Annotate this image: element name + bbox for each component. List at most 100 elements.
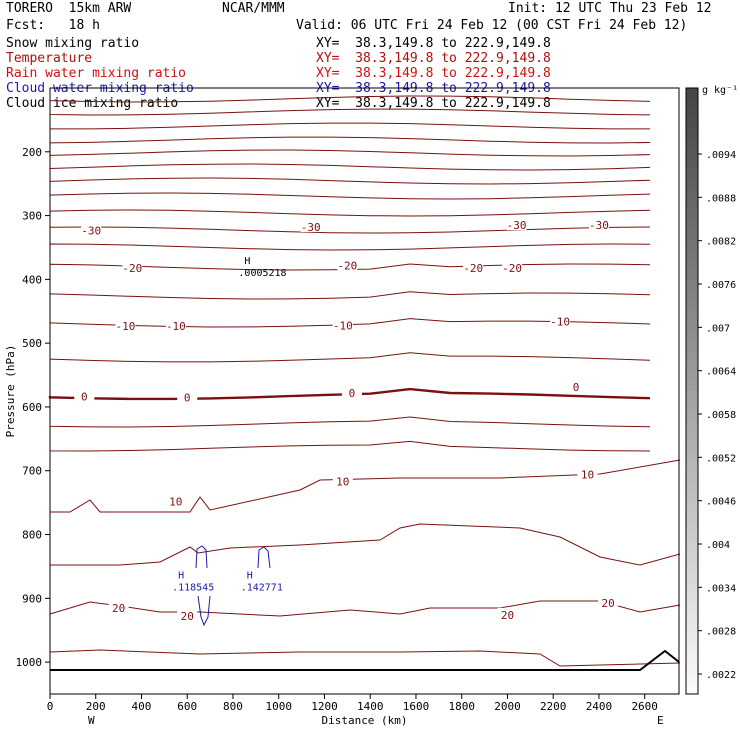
- isotherm-label: 10: [169, 495, 182, 508]
- x-tick-label: 1200: [311, 700, 338, 713]
- y-tick-label: 800: [22, 529, 42, 542]
- isotherm-label-bg: [74, 389, 95, 402]
- valid-time: Valid: 06 UTC Fri 24 Feb 12 (00 CST Fri …: [296, 18, 688, 33]
- isotherm-line: [49, 440, 651, 452]
- cloud-water-contour: [257, 546, 271, 569]
- colorbar-band: [686, 128, 698, 139]
- colorbar-band: [686, 401, 698, 412]
- source-label: NCAR/MMM: [222, 1, 285, 16]
- colorbar-label: .0082: [706, 237, 736, 248]
- isotherm-line: [49, 416, 651, 428]
- max-marker-label: H: [178, 570, 184, 581]
- x-tick-label: 1800: [448, 700, 475, 713]
- isotherm-label-bg: [337, 258, 358, 271]
- isotherm-line: [49, 192, 651, 200]
- colorbar-band: [686, 593, 698, 604]
- colorbar-band: [686, 461, 698, 473]
- colorbar-band: [686, 330, 698, 341]
- isotherm-label-bg: [577, 467, 598, 480]
- colorbar-band: [686, 683, 698, 695]
- isotherm-line: [49, 291, 651, 300]
- isotherm-line: [49, 136, 651, 144]
- colorbar-band: [686, 663, 698, 675]
- colorbar-band: [686, 431, 698, 442]
- colorbar-band: [686, 603, 698, 614]
- isotherm-label-bg: [115, 318, 136, 331]
- colorbar-band: [686, 98, 698, 109]
- isotherm-label: -30: [589, 219, 609, 232]
- init-time: Init: 12 UTC Thu 23 Feb 12: [508, 1, 712, 16]
- isotherm-label-bg: [502, 260, 523, 273]
- colorbar-label: .0064: [706, 367, 736, 378]
- isotherm-line: [49, 263, 651, 271]
- colorbar-band: [686, 532, 698, 543]
- colorbar-band: [686, 380, 698, 392]
- isotherm-line: [49, 600, 681, 617]
- isotherm-label: 0: [184, 391, 191, 404]
- isotherm-label-bg: [598, 595, 619, 608]
- isotherm-label-bg: [177, 390, 198, 403]
- field-name: Temperature: [6, 51, 93, 66]
- colorbar-frame: [685, 87, 699, 695]
- colorbar-band: [686, 613, 698, 624]
- x-tick-label: 600: [177, 700, 197, 713]
- isotherm-label-bg: [165, 318, 186, 331]
- colorbar-band: [686, 562, 698, 574]
- colorbar-label: .0046: [706, 497, 736, 508]
- colorbar-band: [686, 481, 698, 493]
- max-marker-label: H: [244, 256, 250, 267]
- colorbar-band: [686, 320, 698, 331]
- isotherm-label-bg: [588, 218, 609, 231]
- x-tick-label: 2400: [586, 700, 613, 713]
- isotherm-label: 0: [81, 391, 88, 404]
- x-tick-label: 2200: [540, 700, 567, 713]
- colorbar-band: [686, 421, 698, 432]
- y-tick-label: 500: [22, 337, 42, 350]
- colorbar-unit: g kg⁻¹: [702, 85, 738, 96]
- colorbar-band: [686, 118, 698, 129]
- isotherm-line: [49, 352, 651, 363]
- field-section-coords: XY= 38.3,149.8 to 222.9,149.8: [316, 36, 551, 51]
- colorbar-label: .0094: [706, 150, 736, 161]
- isotherm-line: [49, 243, 651, 251]
- colorbar-band: [686, 522, 698, 533]
- isotherm-label: -10: [550, 315, 570, 328]
- isotherm-label: -20: [337, 259, 357, 272]
- isotherm-label: -20: [463, 262, 483, 275]
- colorbar-band: [686, 582, 698, 594]
- isotherm-label-bg: [81, 223, 102, 236]
- isotherm-label: 0: [573, 381, 580, 394]
- colorbar-band: [686, 633, 698, 644]
- isotherm-line: [49, 149, 651, 157]
- y-tick-label: 300: [22, 210, 42, 223]
- x-tick-label: 2600: [631, 700, 658, 713]
- field-name: Rain water mixing ratio: [6, 66, 187, 81]
- colorbar-band: [686, 512, 698, 523]
- isotherm-line: [49, 95, 651, 103]
- y-axis-title: Pressure (hPa): [4, 345, 17, 438]
- colorbar-band: [686, 370, 698, 382]
- colorbar-label: .0076: [706, 280, 736, 291]
- isotherm-line: [49, 122, 650, 130]
- isotherm-line: [49, 209, 651, 217]
- isotherm-label-bg: [177, 609, 198, 622]
- colorbar-label: .007: [706, 323, 730, 334]
- colorbar-band: [686, 300, 698, 311]
- forecast-hour: Fcst: 18 h: [6, 18, 100, 33]
- isotherm-label: 0: [349, 387, 356, 400]
- y-tick-label: 900: [22, 592, 42, 605]
- isotherm-label-bg: [550, 314, 571, 327]
- isotherm-label-bg: [108, 600, 129, 613]
- x-end-label-east: E: [657, 714, 664, 727]
- colorbar-band: [686, 138, 698, 150]
- x-tick-label: 200: [86, 700, 106, 713]
- colorbar-band: [686, 239, 698, 251]
- isotherm-label: -30: [81, 224, 101, 237]
- colorbar-band: [686, 229, 698, 240]
- colorbar-band: [686, 623, 698, 634]
- y-tick-label: 600: [22, 401, 42, 414]
- colorbar-label: .0088: [706, 193, 736, 204]
- isotherm-line: [50, 459, 681, 513]
- colorbar-band: [686, 219, 698, 230]
- max-marker-value: .142771: [241, 582, 283, 593]
